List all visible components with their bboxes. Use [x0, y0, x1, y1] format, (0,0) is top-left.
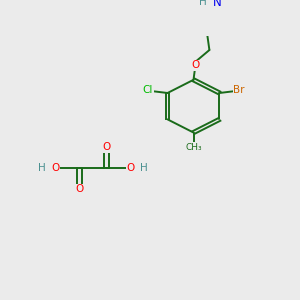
Text: O: O — [126, 163, 135, 173]
Text: O: O — [191, 60, 199, 70]
Text: O: O — [51, 163, 60, 173]
Text: Cl: Cl — [143, 85, 153, 95]
Text: H: H — [199, 0, 207, 7]
Text: N: N — [213, 0, 222, 9]
Text: Br: Br — [233, 85, 245, 95]
Text: H: H — [140, 163, 148, 173]
Text: CH₃: CH₃ — [185, 142, 202, 152]
Text: H: H — [38, 163, 46, 173]
Text: O: O — [75, 184, 84, 194]
Text: O: O — [102, 142, 111, 152]
